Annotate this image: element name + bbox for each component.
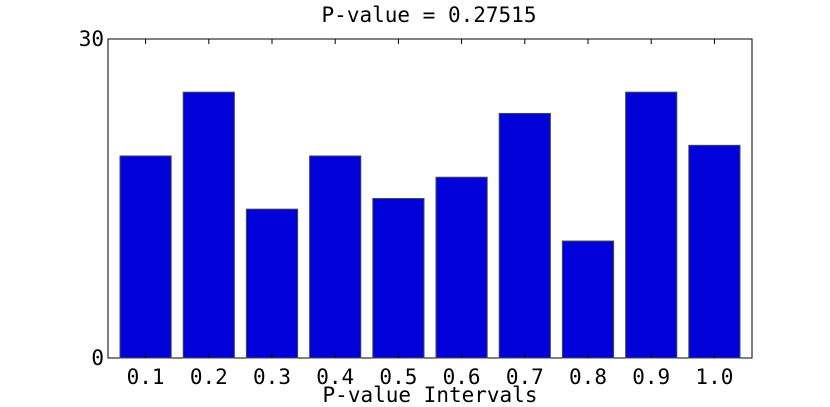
x-ticks: 0.1 0.2 0.3 0.4 0.5 0.6 0.7 0.8 0.9 1.0	[127, 39, 733, 389]
bar-0.4	[309, 155, 362, 359]
x-tick-label: 0.5	[379, 365, 417, 389]
x-tick-label: 0.4	[316, 365, 354, 389]
x-tick-label: 0.8	[569, 365, 607, 389]
bar-0.5	[372, 198, 425, 359]
x-tick-label: 0.9	[632, 365, 670, 389]
x-axis-label: P-value Intervals	[323, 383, 538, 407]
bar-0.2	[182, 91, 235, 359]
bar-0.8	[561, 240, 615, 359]
bar-0.1	[119, 155, 172, 359]
bar-0.6	[435, 176, 488, 359]
x-tick-label: 0.6	[443, 365, 481, 389]
bar-1.0	[688, 144, 741, 359]
y-tick-label: 30	[79, 27, 104, 51]
x-tick-label: 0.1	[127, 365, 165, 389]
chart-title: P-value = 0.27515	[322, 3, 537, 27]
x-tick-label: 0.3	[253, 365, 291, 389]
bar-0.9	[625, 91, 678, 359]
bar-0.3	[245, 208, 299, 359]
y-ticks: 0 30	[79, 27, 752, 370]
x-tick-label: 1.0	[695, 365, 733, 389]
bars-group	[119, 91, 741, 359]
x-tick-label: 0.2	[190, 365, 228, 389]
x-tick-label: 0.7	[506, 365, 544, 389]
bar-0.7	[498, 112, 551, 359]
y-tick-label: 0	[91, 346, 104, 370]
